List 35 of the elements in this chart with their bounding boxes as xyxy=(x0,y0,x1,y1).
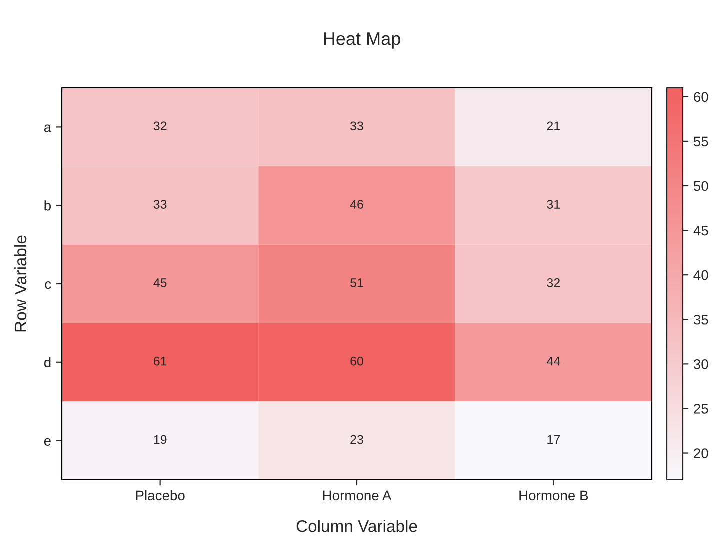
x-tick-label: Hormone A xyxy=(323,490,392,501)
data-label: 32 xyxy=(547,278,560,288)
y-tick-label: c xyxy=(45,282,52,290)
data-label: 60 xyxy=(350,356,364,366)
x-axis-title: Column Variable xyxy=(296,520,418,532)
data-label: 19 xyxy=(154,435,167,444)
color-bar-label: 60 xyxy=(694,92,708,102)
data-label: 31 xyxy=(547,200,560,209)
color-bar-label: 40 xyxy=(694,270,708,280)
color-bar-label: 55 xyxy=(694,136,708,147)
y-tick-label: d xyxy=(44,357,51,368)
color-bar-label: 45 xyxy=(694,226,708,236)
data-label: 44 xyxy=(547,357,560,366)
x-tick-label: Hormone B xyxy=(520,490,588,501)
data-label: 61 xyxy=(154,356,167,366)
data-label: 45 xyxy=(154,278,167,288)
color-bar-label: 50 xyxy=(694,181,708,192)
color-bar-label: 30 xyxy=(694,360,708,370)
data-label: 17 xyxy=(548,435,560,444)
y-tick-label: b xyxy=(44,200,51,211)
data-label: 21 xyxy=(547,122,560,130)
y-axis-title: Row Variable xyxy=(14,236,27,332)
chart-title: Heat Map xyxy=(324,32,400,49)
color-bar-label: 20 xyxy=(694,448,708,458)
color-bar-label: 25 xyxy=(694,404,708,414)
data-label: 33 xyxy=(154,200,167,209)
y-tick-label: a xyxy=(44,124,52,132)
data-label: 33 xyxy=(350,122,364,131)
data-label: 23 xyxy=(350,435,364,444)
data-label: 51 xyxy=(350,278,364,288)
data-label: 46 xyxy=(350,200,364,209)
color-bar-label: 35 xyxy=(694,314,708,325)
y-tick-label: e xyxy=(44,438,51,446)
x-tick-label: Placebo xyxy=(136,490,185,501)
data-label: 32 xyxy=(154,122,167,131)
